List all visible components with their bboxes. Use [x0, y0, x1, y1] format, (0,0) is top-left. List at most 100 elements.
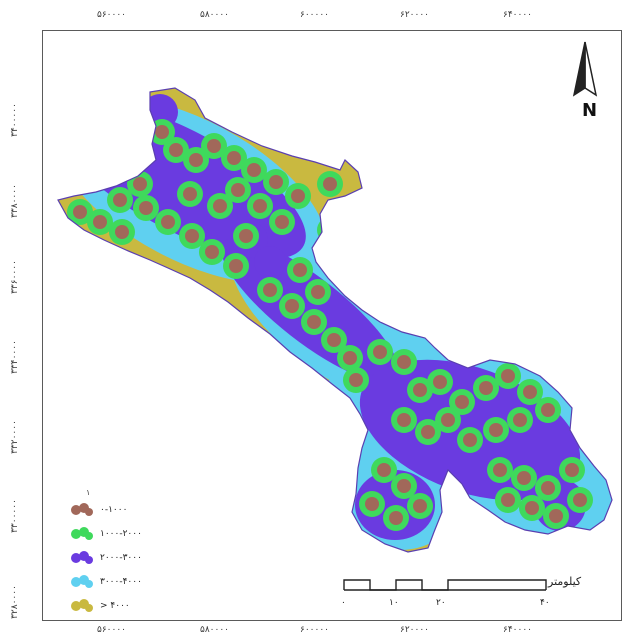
settlement-core: [269, 175, 283, 189]
settlement-core: [565, 463, 579, 477]
settlement-core: [253, 199, 267, 213]
settlement-core: [501, 369, 515, 383]
settlement-core: [541, 403, 555, 417]
settlement-core: [275, 215, 289, 229]
settlement-core: [169, 143, 183, 157]
legend-swatch-2000-3000: [71, 551, 93, 564]
bottom-tick: ۵۶۰۰۰۰: [97, 625, 127, 635]
settlement-core: [229, 259, 243, 273]
settlement-core: [513, 413, 527, 427]
settlement-core: [285, 299, 299, 313]
settlement-core: [463, 433, 477, 447]
settlement-core: [433, 375, 447, 389]
scale-label: ۰: [341, 598, 346, 608]
settlement-core: [213, 199, 227, 213]
legend-item: ۱۰۰۰-۲۰۰۰: [70, 522, 190, 546]
settlement-core: [573, 493, 587, 507]
top-tick: ۶۴۰۰۰۰: [503, 10, 533, 20]
settlement-core: [227, 151, 241, 165]
settlement-core: [73, 205, 87, 219]
legend-swatch-3000-4000: [71, 575, 93, 588]
settlement-core: [455, 395, 469, 409]
buffer-ring: [337, 197, 363, 223]
settlement-core: [489, 423, 503, 437]
north-arrow-icon: [572, 41, 598, 97]
top-tick: ۵۶۰۰۰۰: [97, 10, 127, 20]
settlement-core: [523, 385, 537, 399]
settlement-core: [365, 497, 379, 511]
settlement-core: [231, 183, 245, 197]
settlement-core: [479, 381, 493, 395]
legend-label: ۳۰۰۰-۴۰۰۰: [100, 577, 142, 587]
top-tick: ۶۰۰۰۰۰: [300, 10, 330, 20]
settlement-core: [293, 263, 307, 277]
settlement-core: [517, 471, 531, 485]
top-tick: ۶۲۰۰۰۰: [400, 10, 430, 20]
settlement-core: [113, 193, 127, 207]
scale-unit: کیلومتر: [548, 575, 582, 588]
settlement-core: [185, 229, 199, 243]
zone-0-1000: [73, 125, 587, 525]
settlement-core: [493, 463, 507, 477]
legend-swatch-0-1000: [71, 503, 93, 516]
scale-label: ۱۰: [389, 598, 399, 608]
settlement-core: [133, 177, 147, 191]
settlement-core: [311, 285, 325, 299]
settlement-core: [291, 189, 305, 203]
legend: ۱ ۰-۱۰۰۰ ۱۰۰۰-۲۰۰۰ ۲۰۰۰-۳۰۰۰ ۳۰۰۰-۴۰۰۰ >…: [70, 488, 190, 618]
legend-blob: [71, 503, 93, 516]
settlement-core: [307, 315, 321, 329]
legend-item: > ۴۰۰۰: [70, 594, 190, 618]
settlement-core: [139, 201, 153, 215]
settlement-core: [115, 225, 129, 239]
bottom-tick: ۵۸۰۰۰۰: [200, 625, 230, 635]
scale-bar: [343, 579, 547, 591]
settlement-core: [441, 413, 455, 427]
legend-label: ۱۰۰۰-۲۰۰۰: [100, 529, 142, 539]
bottom-tick: ۶۰۰۰۰۰: [300, 625, 330, 635]
settlement-core: [205, 245, 219, 259]
settlement-core: [343, 203, 357, 217]
top-tick: ۵۸۰۰۰۰: [200, 10, 230, 20]
settlement-core: [501, 493, 515, 507]
north-label: N: [582, 100, 598, 121]
settlement-core: [525, 501, 539, 515]
legend-swatch-1000-2000: [71, 527, 93, 540]
settlement-core: [349, 373, 363, 387]
settlement-core: [421, 425, 435, 439]
settlement-core: [389, 511, 403, 525]
legend-label: ۰-۱۰۰۰: [100, 505, 128, 515]
settlement-core: [247, 163, 261, 177]
legend-title: ۱: [86, 488, 91, 497]
settlement-core: [263, 283, 277, 297]
bottom-tick: ۶۲۰۰۰۰: [400, 625, 430, 635]
settlement-core: [343, 351, 357, 365]
settlement-core: [373, 345, 387, 359]
scale-label: ۴۰: [540, 598, 550, 608]
settlement-core: [323, 177, 337, 191]
settlement-core: [239, 229, 253, 243]
legend-label: > ۴۰۰۰: [100, 601, 130, 611]
settlement-core: [155, 125, 169, 139]
settlement-core: [183, 187, 197, 201]
settlement-core: [161, 215, 175, 229]
settlement-core: [207, 139, 221, 153]
settlement-core: [93, 215, 107, 229]
settlement-core: [413, 383, 427, 397]
settlement-core: [397, 355, 411, 369]
settlement-core: [377, 463, 391, 477]
bottom-tick: ۶۴۰۰۰۰: [503, 625, 533, 635]
legend-swatch-over-4000: [71, 599, 93, 612]
legend-item: ۰-۱۰۰۰: [70, 498, 190, 522]
settlement-core: [397, 479, 411, 493]
legend-item: ۲۰۰۰-۳۰۰۰: [70, 546, 190, 570]
legend-item: ۳۰۰۰-۴۰۰۰: [70, 570, 190, 594]
settlement-core: [327, 333, 341, 347]
legend-label: ۲۰۰۰-۳۰۰۰: [100, 553, 142, 563]
settlement-core: [549, 509, 563, 523]
settlement-core: [397, 413, 411, 427]
settlement-core: [189, 153, 203, 167]
scale-label: ۲۰: [436, 598, 446, 608]
settlement-core: [541, 481, 555, 495]
